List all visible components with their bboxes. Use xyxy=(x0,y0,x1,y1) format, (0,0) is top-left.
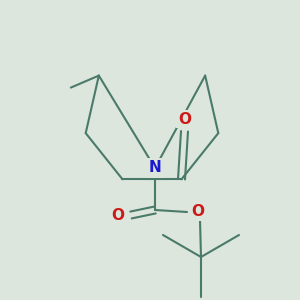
Text: O: O xyxy=(191,205,205,220)
Text: N: N xyxy=(148,160,161,175)
Text: O: O xyxy=(112,208,124,223)
Text: O: O xyxy=(178,112,191,127)
